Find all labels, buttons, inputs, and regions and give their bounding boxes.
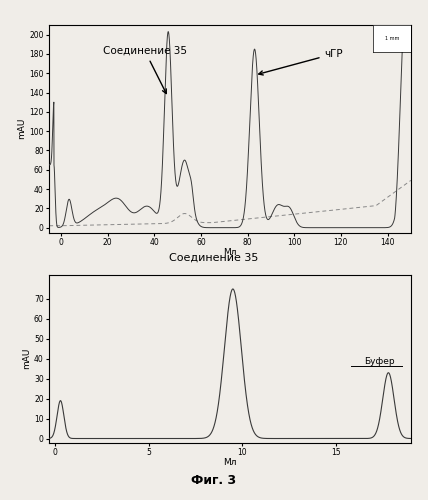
- Text: Фиг. 3: Фиг. 3: [191, 474, 237, 488]
- Y-axis label: mAU: mAU: [22, 348, 31, 370]
- Text: чГР: чГР: [259, 49, 343, 75]
- Y-axis label: mAU: mAU: [18, 118, 27, 140]
- X-axis label: Мл: Мл: [223, 248, 237, 258]
- X-axis label: Мл: Мл: [223, 458, 237, 468]
- Text: Буфер: Буфер: [364, 356, 394, 366]
- Text: Соединение 35: Соединение 35: [169, 252, 259, 262]
- Text: Соединение 35: Соединение 35: [103, 46, 187, 94]
